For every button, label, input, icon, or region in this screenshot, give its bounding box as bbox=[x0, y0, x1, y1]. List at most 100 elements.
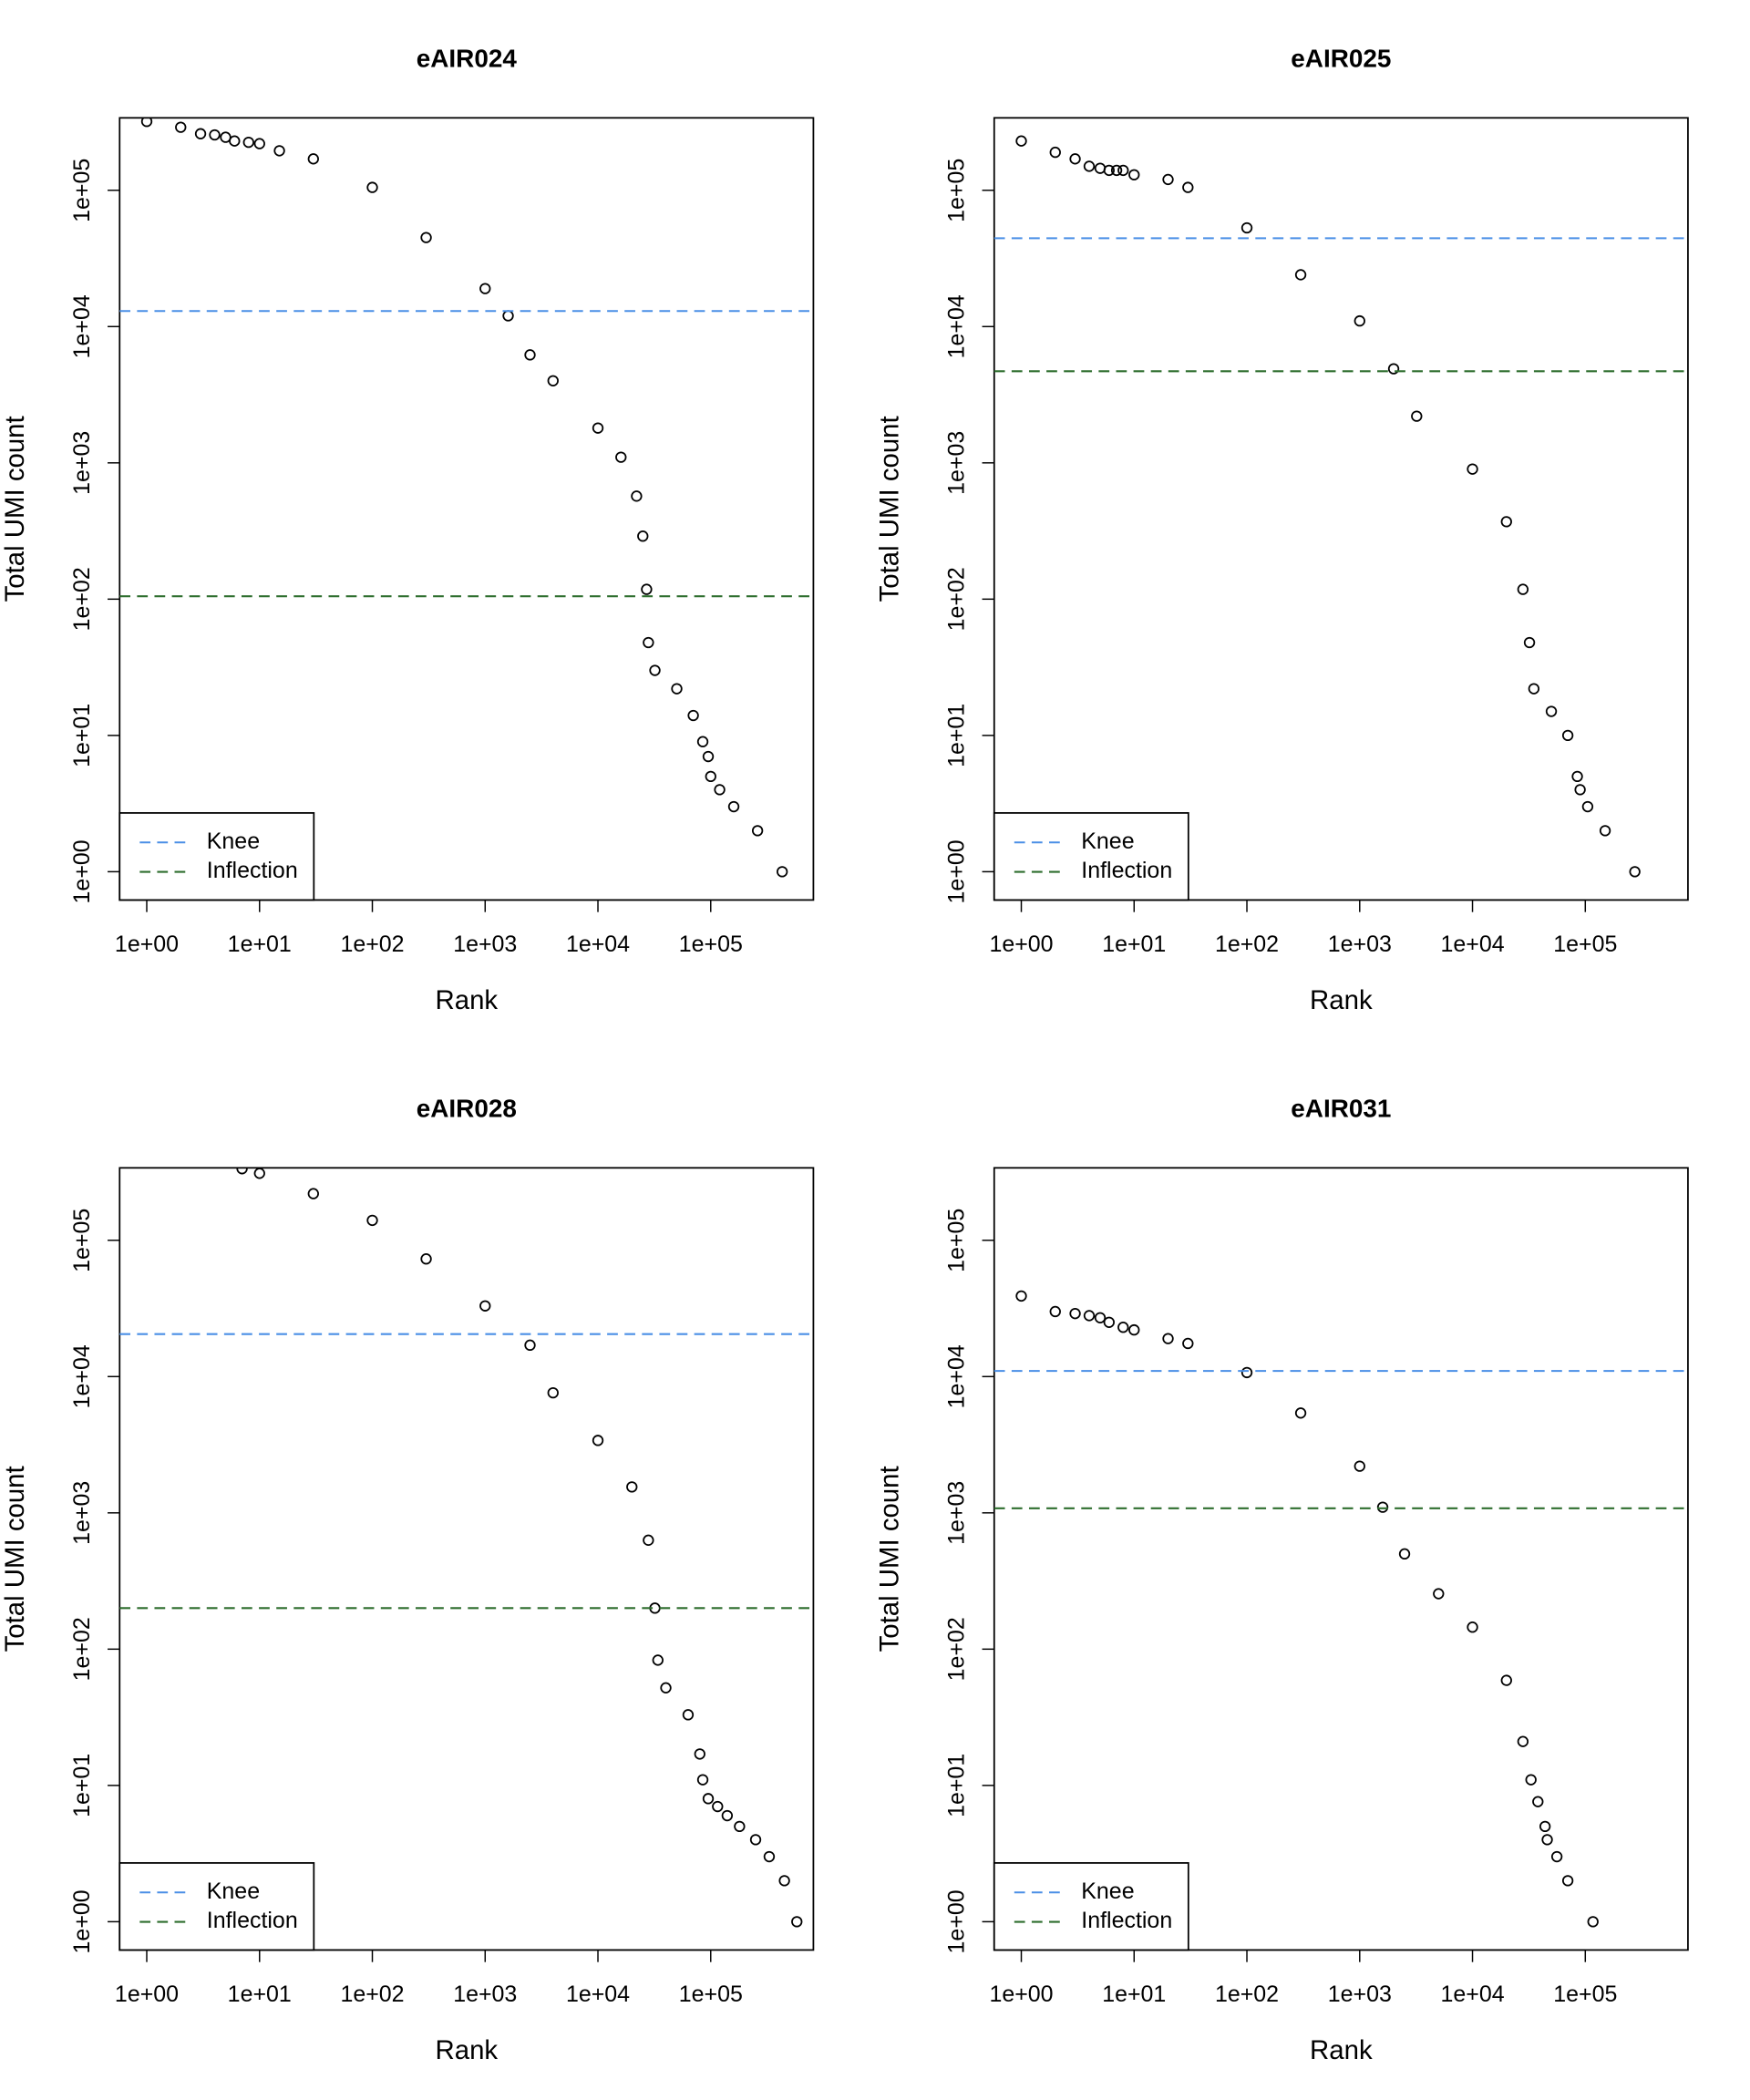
legend-label: Inflection bbox=[207, 1908, 298, 1933]
legend-label: Inflection bbox=[1081, 1908, 1172, 1933]
point bbox=[1467, 1621, 1478, 1633]
y-tick-label: 1e+04 bbox=[69, 294, 95, 358]
point bbox=[791, 1916, 803, 1928]
point bbox=[1049, 1305, 1061, 1318]
legend-label: Knee bbox=[207, 829, 260, 854]
point bbox=[420, 232, 432, 243]
point bbox=[547, 375, 559, 386]
point bbox=[242, 136, 254, 149]
x-tick-label: 1e+00 bbox=[989, 1982, 1053, 2007]
point bbox=[524, 349, 536, 361]
point bbox=[1517, 583, 1529, 595]
point bbox=[1015, 135, 1027, 147]
panel: eAIR031 Rank Total UMI count 1e+00 1e+01 1e+0… bbox=[874, 1094, 1689, 2065]
point bbox=[1581, 800, 1594, 813]
point bbox=[643, 636, 654, 649]
x-tick-label: 1e+00 bbox=[115, 932, 179, 957]
point bbox=[1532, 1796, 1544, 1807]
point bbox=[307, 1188, 319, 1199]
point bbox=[1094, 1312, 1107, 1323]
y-tick-label: 1e+01 bbox=[944, 1754, 970, 1817]
x-tick-label: 1e+01 bbox=[228, 932, 292, 957]
point bbox=[420, 1253, 432, 1265]
point bbox=[1182, 1337, 1194, 1350]
point bbox=[751, 825, 764, 837]
point bbox=[1110, 164, 1123, 177]
y-tick-label: 1e+05 bbox=[69, 159, 95, 222]
point bbox=[1528, 683, 1540, 695]
panel: eAIR025 Rank Total UMI count 1e+00 1e+01 1e+0… bbox=[874, 44, 1689, 1015]
point bbox=[229, 135, 241, 147]
y-axis-label: Total UMI count bbox=[874, 416, 904, 602]
point bbox=[1561, 729, 1574, 742]
point bbox=[778, 1875, 790, 1887]
point bbox=[641, 583, 653, 595]
point bbox=[194, 128, 207, 139]
x-tick-label: 1e+01 bbox=[1102, 932, 1166, 957]
point bbox=[1128, 169, 1140, 180]
y-tick-label: 1e+05 bbox=[69, 1209, 95, 1272]
x-tick-label: 1e+04 bbox=[1440, 932, 1504, 957]
point bbox=[721, 1809, 734, 1822]
point bbox=[671, 683, 683, 695]
y-tick-label: 1e+04 bbox=[69, 1344, 95, 1408]
point bbox=[702, 1793, 715, 1805]
x-tick-label: 1e+04 bbox=[566, 932, 630, 957]
x-tick-label: 1e+03 bbox=[453, 1982, 517, 2007]
points bbox=[140, 118, 788, 878]
point bbox=[366, 1214, 378, 1227]
y-tick-label: 1e+02 bbox=[944, 567, 970, 631]
point bbox=[479, 283, 491, 294]
y-tick-label: 1e+02 bbox=[69, 1617, 95, 1681]
x-tick-label: 1e+02 bbox=[1215, 932, 1279, 957]
legend-label: Inflection bbox=[207, 858, 298, 883]
point bbox=[682, 1709, 695, 1721]
point bbox=[1545, 705, 1558, 717]
point bbox=[1517, 1735, 1529, 1747]
y-tick-label: 1e+00 bbox=[944, 839, 970, 903]
point bbox=[1500, 516, 1512, 528]
y-tick-label: 1e+00 bbox=[69, 839, 95, 903]
point bbox=[1587, 1916, 1599, 1928]
y-tick-label: 1e+03 bbox=[944, 1481, 970, 1545]
legend-label: Knee bbox=[1081, 1879, 1134, 1904]
chart-title: eAIR031 bbox=[1291, 1094, 1391, 1122]
point bbox=[1240, 221, 1253, 234]
point bbox=[1015, 1290, 1027, 1302]
legend-box bbox=[993, 1862, 1189, 1951]
y-tick-label: 1e+05 bbox=[944, 1209, 970, 1272]
legend-label: Knee bbox=[207, 1879, 260, 1904]
point bbox=[702, 750, 715, 763]
point bbox=[705, 770, 716, 783]
x-tick-label: 1e+01 bbox=[228, 1982, 292, 2007]
point bbox=[1162, 1333, 1174, 1344]
points bbox=[1015, 135, 1641, 878]
y-axis-label: Total UMI count bbox=[874, 1466, 904, 1652]
point bbox=[547, 1386, 559, 1399]
point bbox=[1411, 410, 1423, 422]
legend-label: Knee bbox=[1081, 829, 1134, 854]
point bbox=[1182, 181, 1194, 193]
y-axis-label: Total UMI count bbox=[0, 1466, 30, 1652]
y-tick-label: 1e+01 bbox=[69, 1754, 95, 1817]
point bbox=[615, 451, 627, 463]
point bbox=[366, 181, 378, 193]
point bbox=[1525, 1774, 1537, 1786]
points bbox=[236, 1168, 803, 1928]
x-tick-label: 1e+00 bbox=[989, 932, 1053, 957]
point bbox=[734, 1820, 746, 1833]
point bbox=[1117, 164, 1129, 177]
point bbox=[696, 736, 709, 747]
point bbox=[1354, 314, 1365, 327]
panel: eAIR028 Rank Total UMI count 1e+00 1e+01 1e+0… bbox=[0, 1094, 815, 2065]
plot-frame bbox=[993, 117, 1689, 901]
y-axis-label: Total UMI count bbox=[0, 416, 30, 602]
y-tick-label: 1e+04 bbox=[944, 294, 970, 358]
point bbox=[524, 1339, 536, 1352]
point bbox=[236, 1168, 248, 1175]
y-tick-label: 1e+03 bbox=[69, 1481, 95, 1545]
y-tick-label: 1e+04 bbox=[944, 1344, 970, 1408]
legend-box bbox=[993, 812, 1189, 901]
points bbox=[1015, 1290, 1599, 1928]
